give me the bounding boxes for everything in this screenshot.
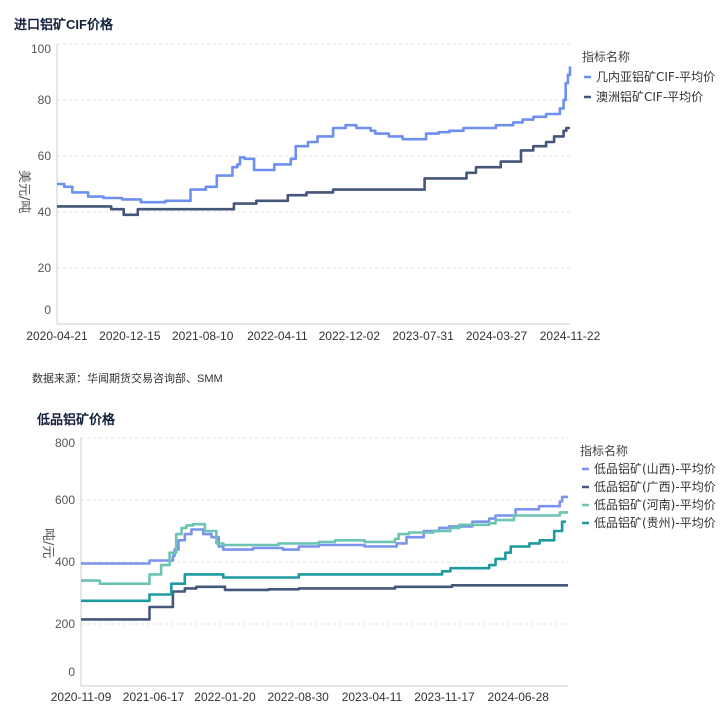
x-tick-label: 2024-06-28 (488, 690, 550, 704)
series-line-1 (81, 495, 568, 565)
legend-item: 低品铝矿(贵州)-平均价 (594, 515, 716, 530)
y-tick-label: 400 (55, 555, 75, 569)
y-tick-label: 60 (38, 149, 52, 163)
x-tick-label: 2021-06-17 (123, 690, 185, 704)
series-line-2 (81, 584, 568, 621)
legend-item: 低品铝矿(广西)-平均价 (594, 479, 716, 494)
series-line-2 (57, 126, 570, 217)
legend-item: 几内亚铝矿CIF-平均价 (596, 69, 715, 84)
x-tick-label: 2023-07-31 (392, 329, 454, 343)
series-line-1 (57, 66, 572, 204)
series-line-3 (81, 511, 568, 585)
legend-title: 指标名称 (580, 443, 628, 458)
legend-title: 指标名称 (582, 49, 630, 64)
source-note: 数据来源：华闻期货交易咨询部、SMM (32, 373, 223, 385)
y-tick-label: 0 (68, 665, 75, 679)
x-tick-label: 2024-03-27 (466, 329, 528, 343)
x-tick-label: 2023-11-17 (414, 690, 475, 704)
x-tick-label: 2020-11-09 (51, 690, 112, 704)
y-tick-label: 100 (31, 42, 51, 56)
x-tick-label: 2023-04-11 (342, 690, 403, 704)
x-tick-label: 2020-04-21 (26, 329, 88, 343)
y-tick-label: 80 (38, 93, 52, 107)
x-tick-label: 2022-12-02 (319, 329, 381, 343)
legend-item: 澳洲铝矿CIF-平均价 (596, 89, 703, 104)
series-line-4 (81, 520, 566, 603)
chart1-title: 进口铝矿CIF价格 (14, 17, 113, 32)
x-tick-label: 2022-01-20 (194, 690, 256, 704)
x-tick-label: 2021-08-10 (172, 329, 234, 343)
y-tick-label: 20 (38, 261, 52, 275)
x-tick-label: 2022-08-30 (267, 690, 329, 704)
chart2-title: 低品铝矿价格 (37, 412, 116, 427)
y-tick-label: 600 (55, 493, 75, 507)
x-tick-label: 2020-12-15 (99, 329, 161, 343)
y-tick-label: 0 (44, 303, 51, 317)
x-tick-label: 2022-04-11 (247, 329, 308, 343)
y-tick-label: 200 (55, 617, 75, 631)
legend-item: 低品铝矿(河南)-平均价 (594, 497, 716, 512)
x-tick-label: 2024-11-22 (540, 329, 601, 343)
y-axis-label: 美元/吨 (16, 170, 31, 213)
y-tick-label: 800 (55, 436, 75, 450)
y-axis-label: 吨/元 (40, 528, 55, 558)
y-tick-label: 40 (38, 205, 52, 219)
legend-item: 低品铝矿(山西)-平均价 (594, 461, 716, 476)
